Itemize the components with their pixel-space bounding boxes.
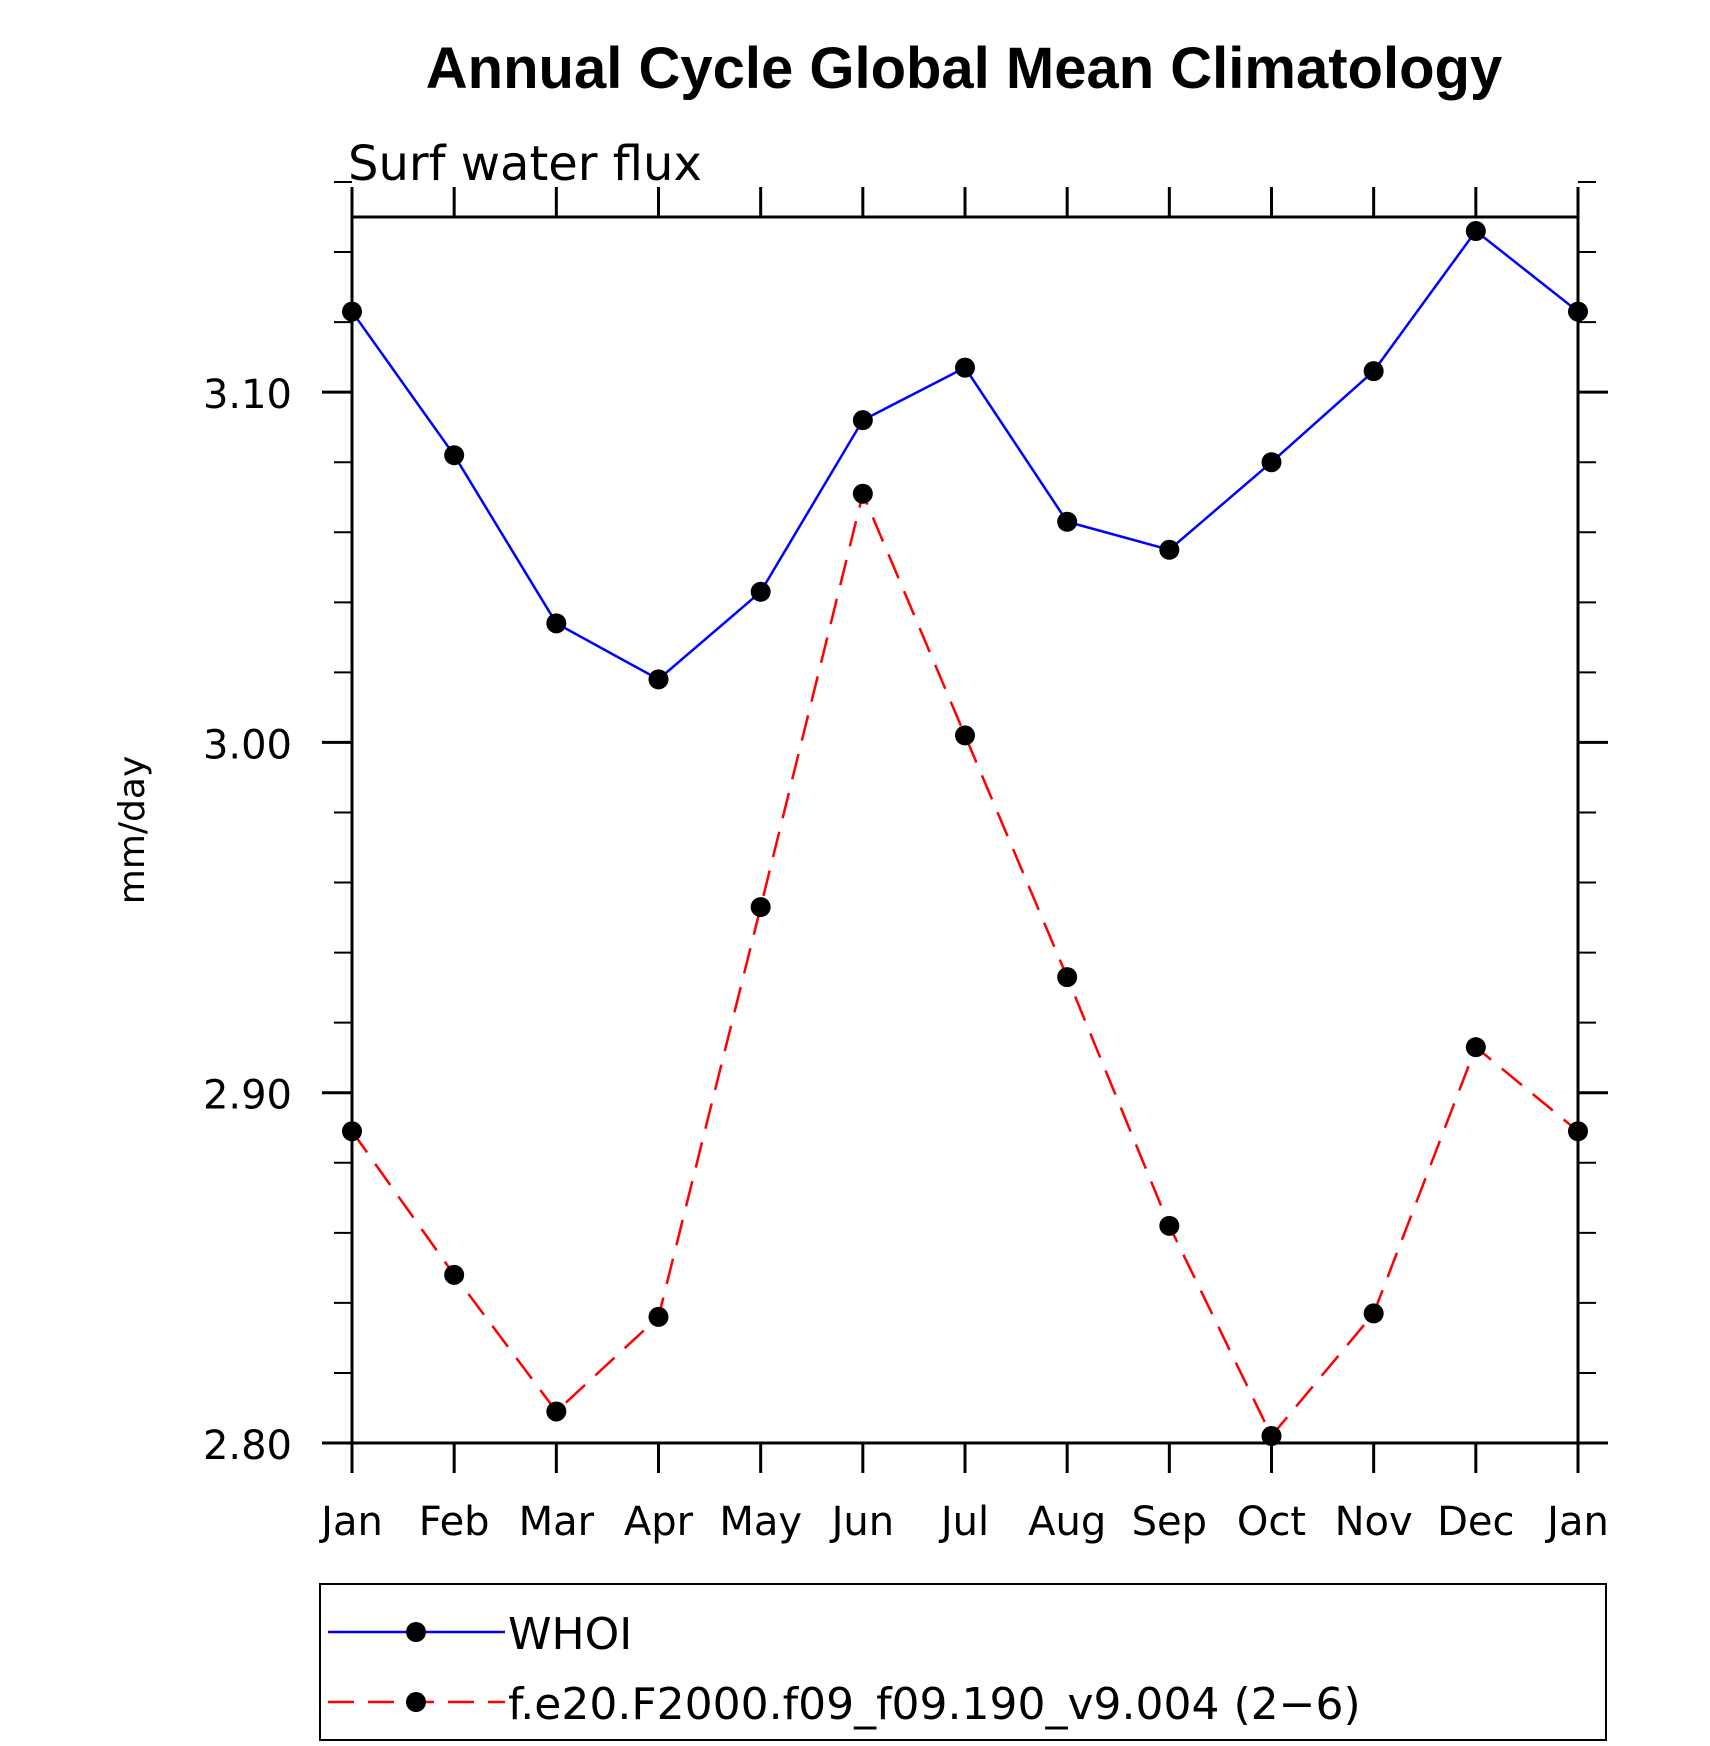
x-tick-label: Oct <box>1237 1499 1306 1545</box>
data-point <box>1261 1425 1282 1446</box>
x-tick-label: Jun <box>829 1499 895 1545</box>
data-point <box>955 725 975 746</box>
data-point <box>342 301 362 322</box>
data-point <box>1465 221 1486 242</box>
data-point <box>648 669 669 690</box>
legend-marker <box>406 1622 426 1642</box>
data-point <box>1057 967 1078 988</box>
x-tick-label: Mar <box>519 1499 595 1545</box>
data-point <box>648 1306 669 1327</box>
x-tick-label: Aug <box>1028 1499 1106 1545</box>
y-tick-label: 3.00 <box>203 722 292 768</box>
data-point <box>1159 539 1180 560</box>
x-tick-label: May <box>719 1499 802 1545</box>
legend-box <box>319 1583 1607 1741</box>
x-tick-label: Apr <box>624 1499 694 1545</box>
data-point <box>1057 511 1078 532</box>
data-point <box>955 357 975 378</box>
x-tick-labels: Jan Feb Mar Apr May Jun Jul Aug Sep Oct Nov Dec Jan <box>318 1499 1609 1545</box>
series-line <box>350 489 1579 1439</box>
x-tick-label: Jul <box>938 1499 989 1545</box>
x-tick-label: Jan <box>1544 1499 1609 1545</box>
x-tick-label: Jan <box>318 1499 383 1545</box>
data-point <box>1261 452 1282 473</box>
data-point <box>852 410 873 431</box>
x-tick-label: Nov <box>1335 1499 1413 1545</box>
x-tick-label: Sep <box>1132 1499 1207 1545</box>
data-point <box>750 897 771 918</box>
data-point <box>1568 301 1588 322</box>
legend: WHOI f.e20.F2000.f09_f09.190_v9.004 (2−6) <box>319 1583 1607 1741</box>
data-point <box>1363 1303 1384 1324</box>
legend-label: WHOI <box>508 1609 632 1660</box>
data-point <box>1363 361 1384 382</box>
data-point <box>852 483 873 504</box>
chart-subtitle: Surf water flux <box>348 136 702 192</box>
series-2 <box>342 483 1588 1446</box>
series-layer <box>342 221 1588 1446</box>
legend-items: WHOI f.e20.F2000.f09_f09.190_v9.004 (2−6) <box>328 1609 1361 1730</box>
series-line <box>350 229 1579 681</box>
series-1 <box>342 221 1588 690</box>
x-tick-label: Dec <box>1437 1499 1514 1545</box>
axis-ticks <box>322 180 1608 1473</box>
x-tick-label: Feb <box>419 1499 490 1545</box>
data-point <box>342 1121 362 1142</box>
legend-item: WHOI <box>328 1609 632 1660</box>
y-tick-label: 2.90 <box>203 1073 292 1119</box>
data-point <box>1465 1037 1486 1058</box>
y-tick-label: 2.80 <box>203 1423 292 1469</box>
data-point <box>444 445 465 466</box>
legend-marker <box>406 1692 426 1712</box>
data-point <box>750 581 771 602</box>
chart-title: Annual Cycle Global Mean Climatology <box>426 36 1502 101</box>
y-tick-label: 3.10 <box>203 372 292 418</box>
legend-item: f.e20.F2000.f09_f09.190_v9.004 (2−6) <box>328 1679 1361 1730</box>
data-point <box>1568 1121 1588 1142</box>
data-point <box>546 613 567 634</box>
y-axis-label: mm/day <box>112 756 153 904</box>
data-point <box>1159 1215 1180 1236</box>
data-point <box>546 1401 567 1422</box>
data-point <box>444 1264 465 1285</box>
y-tick-labels: 2.80 2.90 3.00 3.10 <box>203 372 292 1469</box>
legend-label: f.e20.F2000.f09_f09.190_v9.004 (2−6) <box>508 1679 1361 1730</box>
